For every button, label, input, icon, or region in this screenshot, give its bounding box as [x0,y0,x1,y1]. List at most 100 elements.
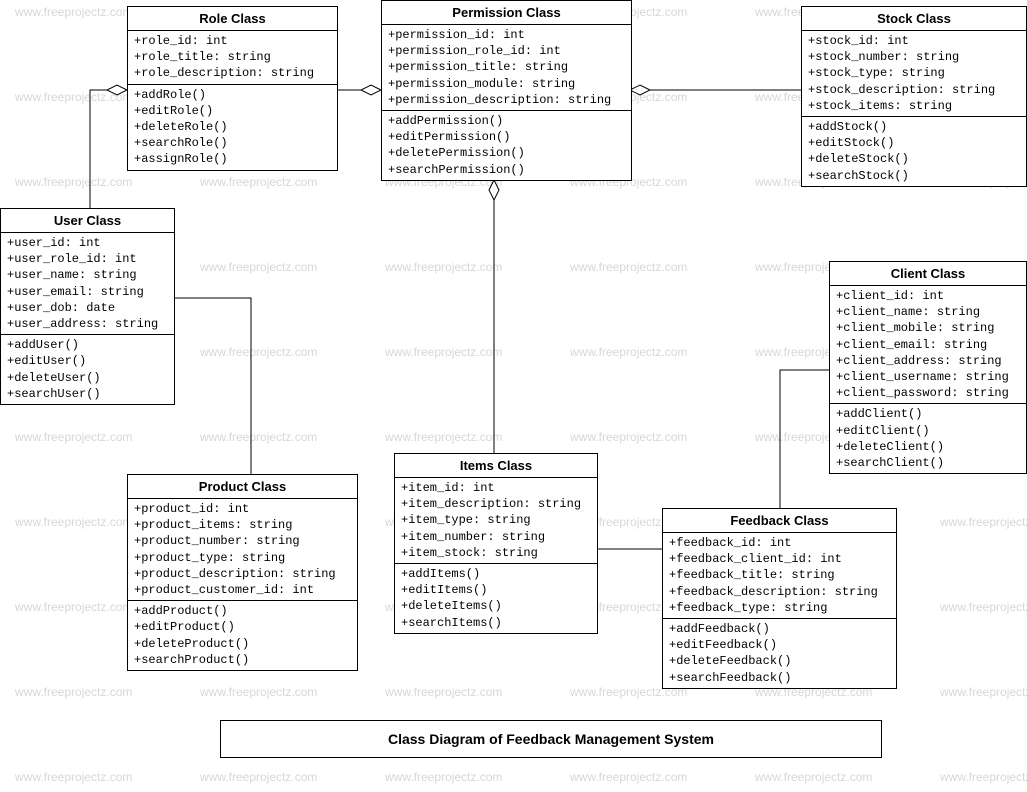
operation-row: +editFeedback() [669,637,890,653]
watermark: www.freeprojectz.com [385,685,502,699]
watermark: www.freeprojectz.com [200,430,317,444]
attribute-row: +stock_type: string [808,65,1020,81]
attribute-row: +client_id: int [836,288,1020,304]
operation-row: +editPermission() [388,129,625,145]
attribute-row: +item_number: string [401,529,591,545]
operation-row: +addStock() [808,119,1020,135]
attribute-row: +stock_items: string [808,98,1020,114]
class-role: Role Class+role_id: int+role_title: stri… [127,6,338,171]
operation-row: +editProduct() [134,619,351,635]
attribute-row: +client_address: string [836,353,1020,369]
operation-row: +editItems() [401,582,591,598]
attribute-row: +product_description: string [134,566,351,582]
operation-row: +deleteUser() [7,370,168,386]
watermark: www.freeprojectz.com [15,515,132,529]
operation-row: +searchClient() [836,455,1020,471]
operation-row: +assignRole() [134,151,331,167]
operation-row: +editStock() [808,135,1020,151]
attribute-row: +permission_role_id: int [388,43,625,59]
operation-row: +searchFeedback() [669,670,890,686]
class-operations: +addClient()+editClient()+deleteClient()… [830,404,1026,473]
operation-row: +addRole() [134,87,331,103]
operation-row: +deletePermission() [388,145,625,161]
watermark: www.freeprojectz.com [200,685,317,699]
operation-row: +searchRole() [134,135,331,151]
attribute-row: +role_id: int [134,33,331,49]
watermark: www.freeprojectz.com [570,430,687,444]
class-title: Items Class [395,454,597,478]
class-title: Stock Class [802,7,1026,31]
watermark: www.freeprojectz.com [940,600,1027,614]
attribute-row: +product_items: string [134,517,351,533]
operation-row: +deleteFeedback() [669,653,890,669]
attribute-row: +user_address: string [7,316,168,332]
operation-row: +addClient() [836,406,1020,422]
watermark: www.freeprojectz.com [15,90,132,104]
watermark: www.freeprojectz.com [570,345,687,359]
attribute-row: +stock_id: int [808,33,1020,49]
attribute-row: +permission_title: string [388,59,625,75]
watermark: www.freeprojectz.com [385,260,502,274]
attribute-row: +user_role_id: int [7,251,168,267]
watermark: www.freeprojectz.com [755,770,872,784]
attribute-row: +user_email: string [7,284,168,300]
watermark: www.freeprojectz.com [940,770,1027,784]
attribute-row: +client_name: string [836,304,1020,320]
operation-row: +addItems() [401,566,591,582]
operation-row: +searchProduct() [134,652,351,668]
attribute-row: +product_customer_id: int [134,582,351,598]
class-attributes: +stock_id: int+stock_number: string+stoc… [802,31,1026,117]
operation-row: +deleteItems() [401,598,591,614]
attribute-row: +stock_description: string [808,82,1020,98]
class-items: Items Class+item_id: int+item_descriptio… [394,453,598,634]
attribute-row: +client_username: string [836,369,1020,385]
class-title: Feedback Class [663,509,896,533]
class-attributes: +user_id: int+user_role_id: int+user_nam… [1,233,174,335]
watermark: www.freeprojectz.com [940,685,1027,699]
operation-row: +editRole() [134,103,331,119]
class-attributes: +permission_id: int+permission_role_id: … [382,25,631,111]
diagram-title: Class Diagram of Feedback Management Sys… [220,720,882,758]
class-operations: +addPermission()+editPermission()+delete… [382,111,631,180]
class-operations: +addRole()+editRole()+deleteRole()+searc… [128,85,337,170]
class-user: User Class+user_id: int+user_role_id: in… [0,208,175,405]
attribute-row: +permission_id: int [388,27,625,43]
attribute-row: +user_name: string [7,267,168,283]
watermark: www.freeprojectz.com [385,345,502,359]
operation-row: +searchPermission() [388,162,625,178]
class-attributes: +client_id: int+client_name: string+clie… [830,286,1026,404]
operation-row: +editUser() [7,353,168,369]
attribute-row: +feedback_title: string [669,567,890,583]
attribute-row: +feedback_type: string [669,600,890,616]
attribute-row: +item_description: string [401,496,591,512]
attribute-row: +product_number: string [134,533,351,549]
operation-row: +searchUser() [7,386,168,402]
watermark: www.freeprojectz.com [15,770,132,784]
watermark: www.freeprojectz.com [385,770,502,784]
attribute-row: +feedback_id: int [669,535,890,551]
operation-row: +deleteProduct() [134,636,351,652]
class-attributes: +feedback_id: int+feedback_client_id: in… [663,533,896,619]
class-stock: Stock Class+stock_id: int+stock_number: … [801,6,1027,187]
operation-row: +deleteStock() [808,151,1020,167]
attribute-row: +product_type: string [134,550,351,566]
watermark: www.freeprojectz.com [15,685,132,699]
attribute-row: +item_stock: string [401,545,591,561]
attribute-row: +client_mobile: string [836,320,1020,336]
watermark: www.freeprojectz.com [200,345,317,359]
watermark: www.freeprojectz.com [15,600,132,614]
operation-row: +searchStock() [808,168,1020,184]
class-product: Product Class+product_id: int+product_it… [127,474,358,671]
watermark: www.freeprojectz.com [385,430,502,444]
attribute-row: +stock_number: string [808,49,1020,65]
operation-row: +deleteClient() [836,439,1020,455]
attribute-row: +role_title: string [134,49,331,65]
attribute-row: +feedback_description: string [669,584,890,600]
watermark: www.freeprojectz.com [15,5,132,19]
class-feedback: Feedback Class+feedback_id: int+feedback… [662,508,897,689]
attribute-row: +user_dob: date [7,300,168,316]
attribute-row: +client_email: string [836,337,1020,353]
operation-row: +searchItems() [401,615,591,631]
class-operations: +addUser()+editUser()+deleteUser()+searc… [1,335,174,404]
attribute-row: +client_password: string [836,385,1020,401]
